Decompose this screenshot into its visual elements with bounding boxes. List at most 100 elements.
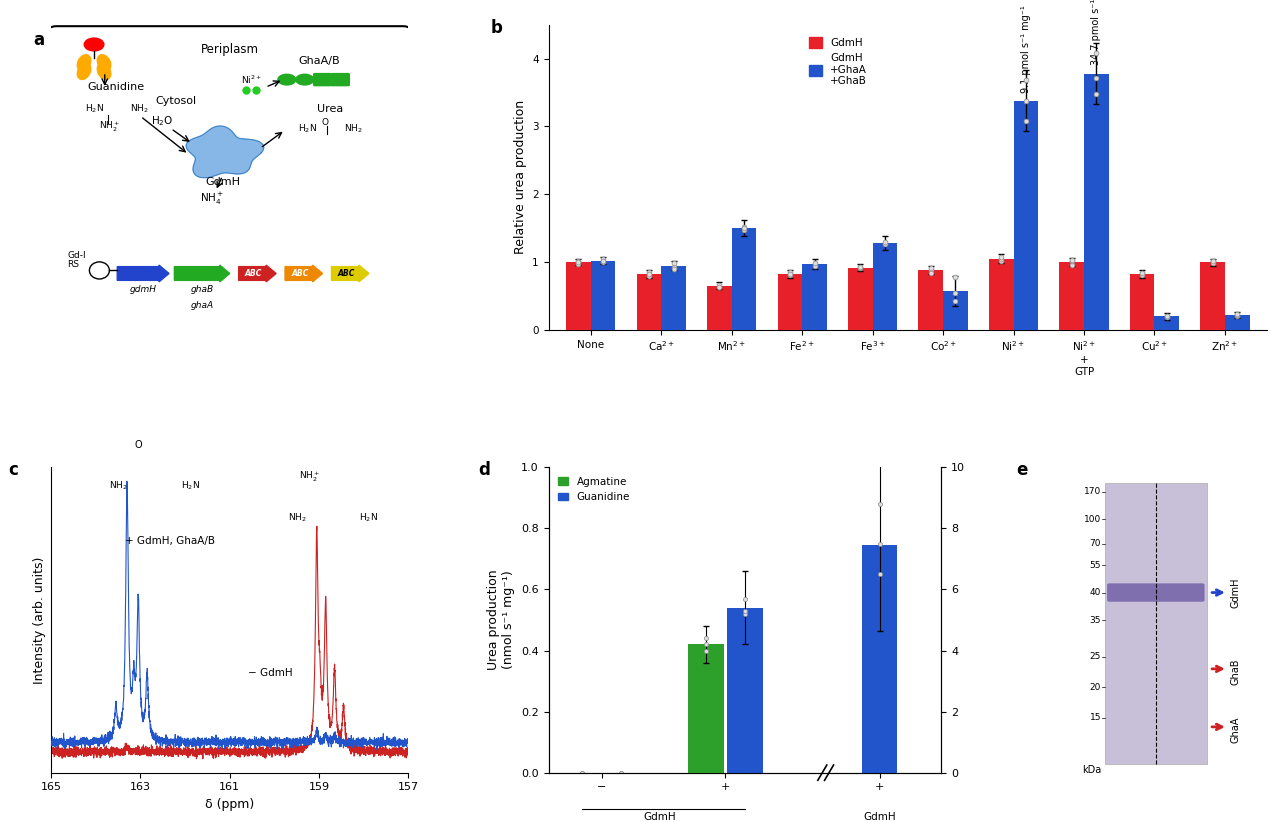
Bar <box>873 243 897 330</box>
Ellipse shape <box>77 63 91 80</box>
Text: NH$_2^+$: NH$_2^+$ <box>300 470 320 484</box>
Text: + GdmH, GhaA/B: + GdmH, GhaA/B <box>125 536 215 546</box>
Polygon shape <box>186 126 264 178</box>
Bar <box>1201 262 1225 330</box>
Text: − GdmH: − GdmH <box>247 668 292 678</box>
Text: 9.1 pmol s⁻¹ mg⁻¹: 9.1 pmol s⁻¹ mg⁻¹ <box>1021 5 1030 93</box>
Ellipse shape <box>97 55 111 71</box>
Ellipse shape <box>296 74 314 85</box>
Text: 20: 20 <box>1089 683 1101 691</box>
Y-axis label: Urea production
(nmol s⁻¹ mg⁻¹): Urea production (nmol s⁻¹ mg⁻¹) <box>488 570 516 670</box>
Bar <box>636 274 662 330</box>
Text: 34.7 pmol s⁻¹ mg⁻¹: 34.7 pmol s⁻¹ mg⁻¹ <box>1092 0 1101 66</box>
Text: 70: 70 <box>1089 539 1101 548</box>
Text: Gd-I: Gd-I <box>68 252 86 261</box>
FancyArrow shape <box>332 265 369 282</box>
FancyBboxPatch shape <box>330 73 349 86</box>
Text: a: a <box>33 30 45 48</box>
Text: NH$_2^+$: NH$_2^+$ <box>100 120 120 135</box>
FancyArrow shape <box>174 265 229 282</box>
Text: 55: 55 <box>1089 561 1101 570</box>
Bar <box>687 644 723 773</box>
Text: Guanidine: Guanidine <box>87 82 145 92</box>
Bar <box>943 291 968 330</box>
Text: H$_2$O: H$_2$O <box>151 114 173 127</box>
Text: H$_2$N: H$_2$N <box>297 122 316 135</box>
Bar <box>1225 315 1249 330</box>
Y-axis label: Intensity (arb. units): Intensity (arb. units) <box>33 556 46 684</box>
Text: O: O <box>321 118 329 127</box>
Ellipse shape <box>77 55 91 71</box>
Text: ghaB: ghaB <box>191 284 214 293</box>
FancyBboxPatch shape <box>312 73 333 86</box>
Text: 25: 25 <box>1089 652 1101 661</box>
FancyBboxPatch shape <box>1107 584 1204 602</box>
Text: 35: 35 <box>1089 616 1101 625</box>
Text: ABC: ABC <box>292 269 308 278</box>
Bar <box>847 267 873 330</box>
Bar <box>777 274 803 330</box>
Text: 40: 40 <box>1089 588 1101 597</box>
Text: c: c <box>9 461 18 479</box>
Text: NH$_2$: NH$_2$ <box>288 512 306 524</box>
X-axis label: δ (ppm): δ (ppm) <box>205 798 255 811</box>
Bar <box>919 270 943 330</box>
Bar <box>1130 274 1155 330</box>
Text: NH$_2$: NH$_2$ <box>344 122 362 135</box>
FancyArrow shape <box>285 265 323 282</box>
Bar <box>1060 262 1084 330</box>
Text: NH$_2$: NH$_2$ <box>109 480 128 492</box>
Text: 100: 100 <box>1084 515 1101 524</box>
Legend: GdmH, GdmH
+GhaA
+GhaB: GdmH, GdmH +GhaA +GhaB <box>805 33 872 90</box>
Text: 170: 170 <box>1084 487 1101 496</box>
Legend: Agmatine, Guanidine: Agmatine, Guanidine <box>554 473 634 506</box>
Text: H$_2$N: H$_2$N <box>360 512 378 524</box>
Bar <box>1105 483 1207 764</box>
Text: Ni$^{2+}$: Ni$^{2+}$ <box>241 74 261 86</box>
Text: GdmH: GdmH <box>1230 577 1240 607</box>
Ellipse shape <box>278 74 296 85</box>
Text: H$_2$N: H$_2$N <box>84 103 104 115</box>
Ellipse shape <box>97 63 111 80</box>
Bar <box>662 266 686 330</box>
Text: NH$_2$: NH$_2$ <box>129 103 148 115</box>
Bar <box>1155 316 1179 330</box>
Text: NH$_4^+$: NH$_4^+$ <box>200 191 224 207</box>
Text: GdmH: GdmH <box>205 177 241 187</box>
Bar <box>989 259 1014 330</box>
Text: GdmH: GdmH <box>644 812 676 822</box>
Text: b: b <box>492 19 503 36</box>
Text: 15: 15 <box>1089 713 1101 723</box>
Text: RS: RS <box>68 261 79 270</box>
Text: GdmH: GdmH <box>863 812 896 822</box>
Bar <box>861 545 897 773</box>
Ellipse shape <box>84 38 104 51</box>
Text: GhaA/B: GhaA/B <box>298 56 339 67</box>
FancyBboxPatch shape <box>46 26 413 338</box>
Text: Cytosol: Cytosol <box>156 96 197 106</box>
Bar <box>707 286 732 330</box>
Text: ABC: ABC <box>244 269 262 278</box>
FancyArrow shape <box>118 265 169 282</box>
Y-axis label: Relative urea production: Relative urea production <box>513 100 526 254</box>
Bar <box>1084 73 1108 330</box>
Text: kDa: kDa <box>1082 764 1101 774</box>
Text: GhaA: GhaA <box>1230 717 1240 743</box>
Bar <box>591 261 616 330</box>
Text: e: e <box>1016 461 1028 479</box>
Text: Periplasm: Periplasm <box>201 43 259 56</box>
Text: ABC: ABC <box>338 269 355 278</box>
Text: ghaA: ghaA <box>191 301 214 310</box>
Bar <box>732 229 756 330</box>
Bar <box>803 264 827 330</box>
Text: GhaB: GhaB <box>1230 658 1240 686</box>
Text: d: d <box>477 461 490 479</box>
FancyArrow shape <box>238 265 276 282</box>
Text: H$_2$N: H$_2$N <box>180 480 200 492</box>
Text: O: O <box>134 440 142 450</box>
Text: Urea: Urea <box>316 104 343 113</box>
Bar <box>727 607 763 773</box>
Bar <box>566 262 591 330</box>
Text: gdmH: gdmH <box>129 284 157 293</box>
Bar <box>1014 100 1038 330</box>
